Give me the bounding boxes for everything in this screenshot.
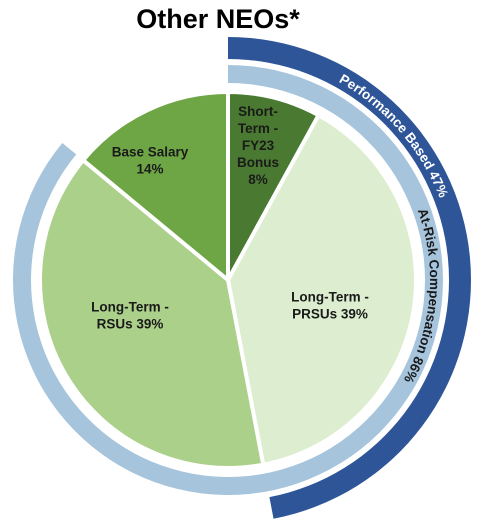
chart-title: Other NEOs* [136,4,300,34]
pie-slice-4-label: Base Salary 14% [112,145,189,177]
pie-slice-3-label: Long-Term -RSUs 39% [91,300,169,332]
pie-slice-3 [38,158,266,470]
pie-layer [38,90,418,470]
pie-slice-1-label: Short-Term -FY23 Bonus 8% [237,104,279,187]
pie-slice-2 [226,113,418,467]
pie-slice-2-label: Long-Term -PRSUs 39% [291,290,369,322]
labels-layer: Short-Term -FY23 Bonus 8% Long-Term -PRSUs … [91,104,369,332]
pie-slice-4 [81,90,230,282]
